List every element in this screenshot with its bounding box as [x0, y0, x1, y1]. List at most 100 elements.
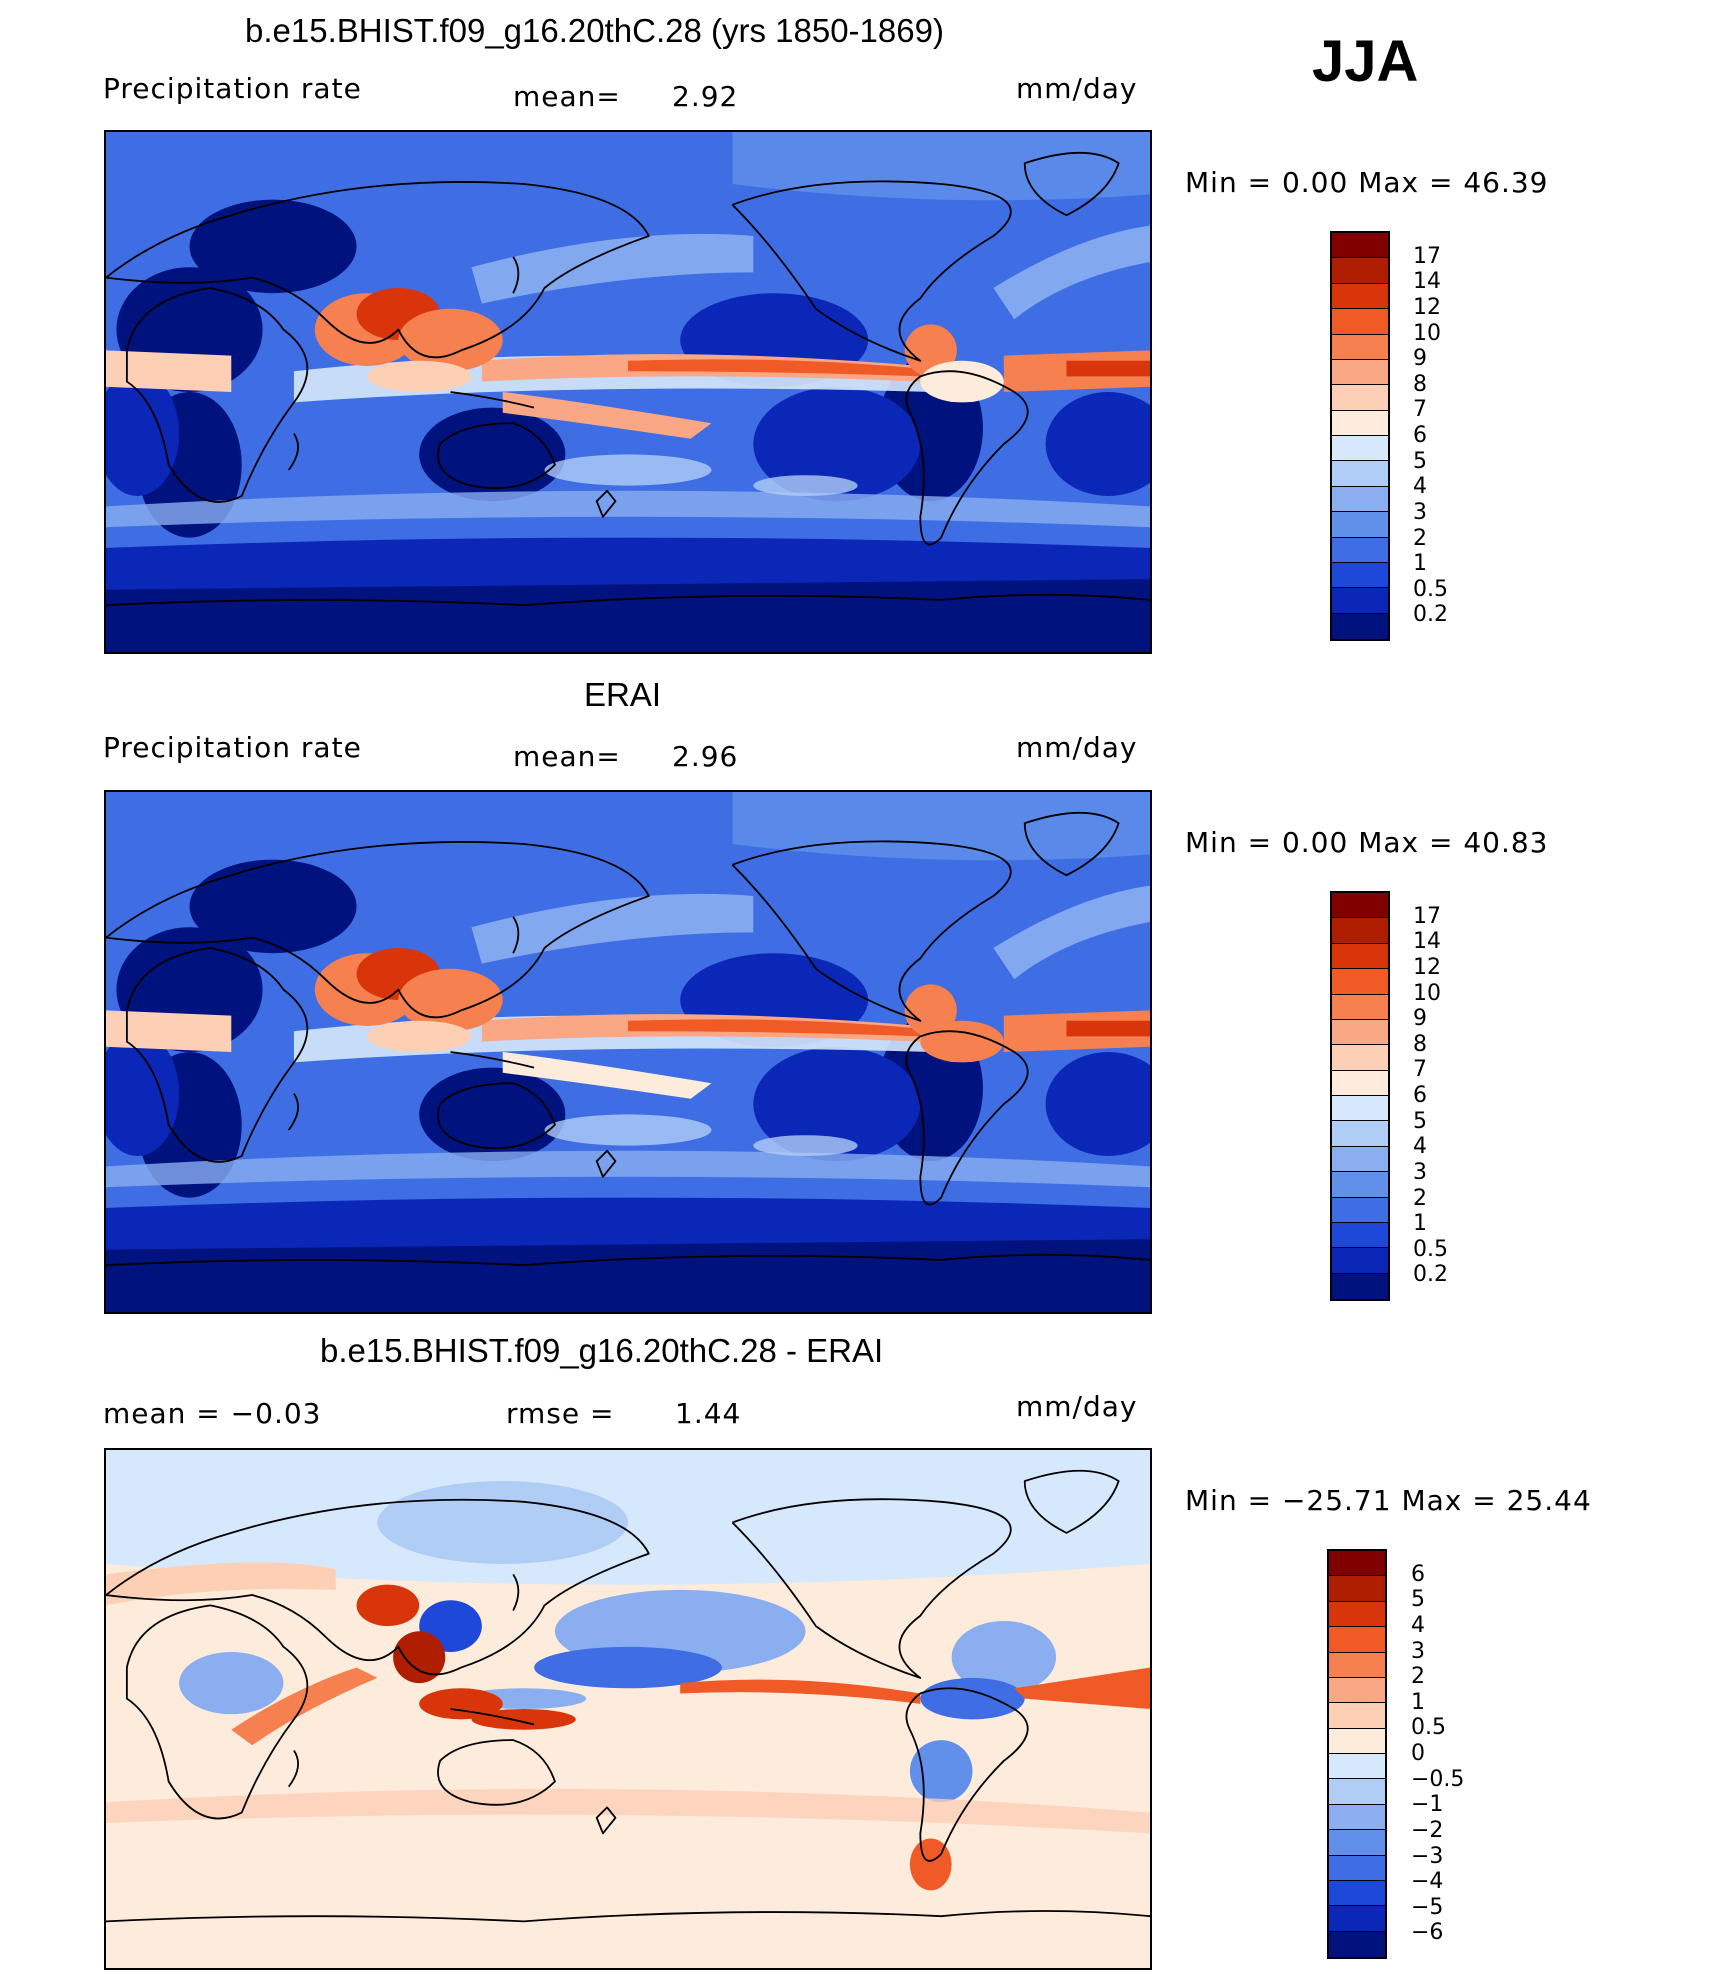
colorbar-swatch: [1332, 410, 1388, 436]
colorbar-swatch: [1332, 588, 1388, 614]
colorbar-tick-label: 3: [1411, 1638, 1425, 1664]
colorbar-tick-label: 4: [1411, 1612, 1425, 1638]
colorbar-tick-label: 14: [1413, 269, 1441, 295]
colorbar-swatch: [1332, 461, 1388, 487]
colorbar-tick-label: 5: [1413, 448, 1427, 474]
colorbar-tick-label: −1: [1411, 1792, 1444, 1818]
colorbar-tick-label: 12: [1413, 954, 1441, 980]
panel1-title: b.e15.BHIST.f09_g16.20thC.28 (yrs 1850-1…: [245, 12, 944, 49]
panel3-units: mm/day: [1016, 1390, 1138, 1423]
colorbar-tick-label: 9: [1413, 346, 1427, 372]
colorbar-swatch: [1329, 1880, 1385, 1907]
colorbar-swatch: [1332, 918, 1388, 944]
colorbar-tick-label: 9: [1413, 1006, 1427, 1032]
colorbar-swatch: [1329, 1728, 1385, 1754]
colorbar-tick-label: 17: [1413, 243, 1441, 269]
colorbar-swatch: [1329, 1576, 1385, 1602]
colorbar-swatch: [1332, 359, 1388, 386]
colorbar-swatch: [1332, 233, 1388, 259]
colorbar-tick-label: 6: [1413, 1083, 1427, 1108]
colorbar-tick-label: 14: [1413, 929, 1441, 955]
panel1-mean-label: mean=: [513, 80, 621, 113]
panel3-field: [106, 1450, 1150, 1968]
colorbar-swatch: [1332, 1070, 1388, 1096]
colorbar-swatch: [1332, 1096, 1388, 1122]
panel3-title: b.e15.BHIST.f09_g16.20thC.28 - ERAI: [320, 1332, 884, 1369]
colorbar-tick-label: 2: [1411, 1664, 1425, 1690]
colorbar-tick-label: 2: [1413, 1185, 1427, 1211]
colorbar-swatch: [1329, 1855, 1385, 1881]
colorbar-swatch: [1332, 1146, 1388, 1173]
panel2-colorbar: [1330, 891, 1390, 1301]
colorbar-swatch: [1329, 1677, 1385, 1704]
colorbar-tick-label: 7: [1413, 397, 1427, 423]
colorbar-swatch: [1332, 1197, 1388, 1223]
colorbar-tick-label: 1: [1411, 1689, 1425, 1715]
colorbar-tick-label: 0.2: [1413, 602, 1448, 628]
colorbar-tick-label: 5: [1413, 1108, 1427, 1134]
colorbar-tick-label: 1: [1413, 1211, 1427, 1237]
panel2-minmax: Min = 0.00 Max = 40.83: [1185, 826, 1549, 859]
colorbar-tick-label: 4: [1413, 1134, 1427, 1160]
colorbar-swatch: [1332, 1172, 1388, 1198]
panel1-minmax: Min = 0.00 Max = 46.39: [1185, 166, 1549, 199]
colorbar-swatch: [1329, 1627, 1385, 1653]
panel1-precip-map: [104, 130, 1152, 654]
colorbar-tick-label: 10: [1413, 320, 1441, 346]
colorbar-swatch: [1332, 309, 1388, 335]
panel3-rmse-value: 1.44: [675, 1397, 742, 1430]
colorbar-tick-label: 3: [1413, 1159, 1427, 1185]
panel3-diff-map: [104, 1448, 1152, 1970]
colorbar-swatch: [1329, 1754, 1385, 1780]
colorbar-swatch: [1332, 1019, 1388, 1046]
colorbar-swatch: [1332, 969, 1388, 995]
colorbar-tick-label: 0.5: [1411, 1715, 1446, 1741]
colorbar-tick-label: 0.2: [1413, 1262, 1448, 1288]
colorbar-tick-label: 12: [1413, 294, 1441, 320]
colorbar-tick-label: 17: [1413, 903, 1441, 929]
colorbar-tick-label: −0.5: [1411, 1766, 1465, 1792]
colorbar-tick-label: 0.5: [1413, 1236, 1448, 1262]
colorbar-swatch: [1332, 613, 1388, 639]
colorbar-swatch: [1332, 1121, 1388, 1147]
panel1-units: mm/day: [1016, 72, 1138, 105]
colorbar-swatch: [1332, 385, 1388, 411]
panel2-variable-label: Precipitation rate: [103, 731, 362, 764]
colorbar-tick-label: 6: [1411, 1561, 1425, 1587]
colorbar-swatch: [1329, 1652, 1385, 1678]
colorbar-tick-label: 7: [1413, 1057, 1427, 1083]
panel2-field: [106, 792, 1150, 1312]
panel2-coastlines: [106, 811, 1150, 1267]
colorbar-swatch: [1329, 1703, 1385, 1729]
colorbar-swatch: [1332, 1222, 1388, 1249]
colorbar-tick-label: −5: [1411, 1894, 1444, 1920]
colorbar-swatch: [1332, 537, 1388, 563]
season-label: JJA: [1312, 29, 1419, 94]
colorbar-tick-label: 0: [1411, 1741, 1425, 1766]
colorbar-tick-label: 3: [1413, 499, 1427, 525]
colorbar-swatch: [1332, 486, 1388, 513]
panel1-colorbar: [1330, 231, 1390, 641]
colorbar-tick-label: 2: [1413, 525, 1427, 551]
panel2-title: ERAI: [584, 676, 662, 713]
colorbar-swatch: [1332, 1248, 1388, 1274]
panel1-variable-label: Precipitation rate: [103, 72, 362, 105]
colorbar-swatch: [1332, 1045, 1388, 1071]
colorbar-swatch: [1329, 1601, 1385, 1628]
colorbar-tick-label: 6: [1413, 423, 1427, 448]
colorbar-tick-label: −3: [1411, 1843, 1444, 1869]
panel2-mean-label: mean=: [513, 740, 621, 773]
colorbar-swatch: [1332, 283, 1388, 310]
colorbar-tick-label: 1: [1413, 551, 1427, 577]
colorbar-tick-label: −4: [1411, 1869, 1444, 1895]
colorbar-swatch: [1329, 1804, 1385, 1831]
colorbar-swatch: [1332, 1273, 1388, 1299]
colorbar-swatch: [1329, 1779, 1385, 1805]
colorbar-swatch: [1332, 943, 1388, 970]
colorbar-swatch: [1329, 1931, 1385, 1957]
panel2-precip-map: [104, 790, 1152, 1314]
panel1-mean-value: 2.92: [672, 80, 739, 113]
colorbar-tick-label: 8: [1413, 1031, 1427, 1057]
panel3-mean-label: mean = −0.03: [103, 1397, 322, 1430]
colorbar-swatch: [1332, 562, 1388, 589]
